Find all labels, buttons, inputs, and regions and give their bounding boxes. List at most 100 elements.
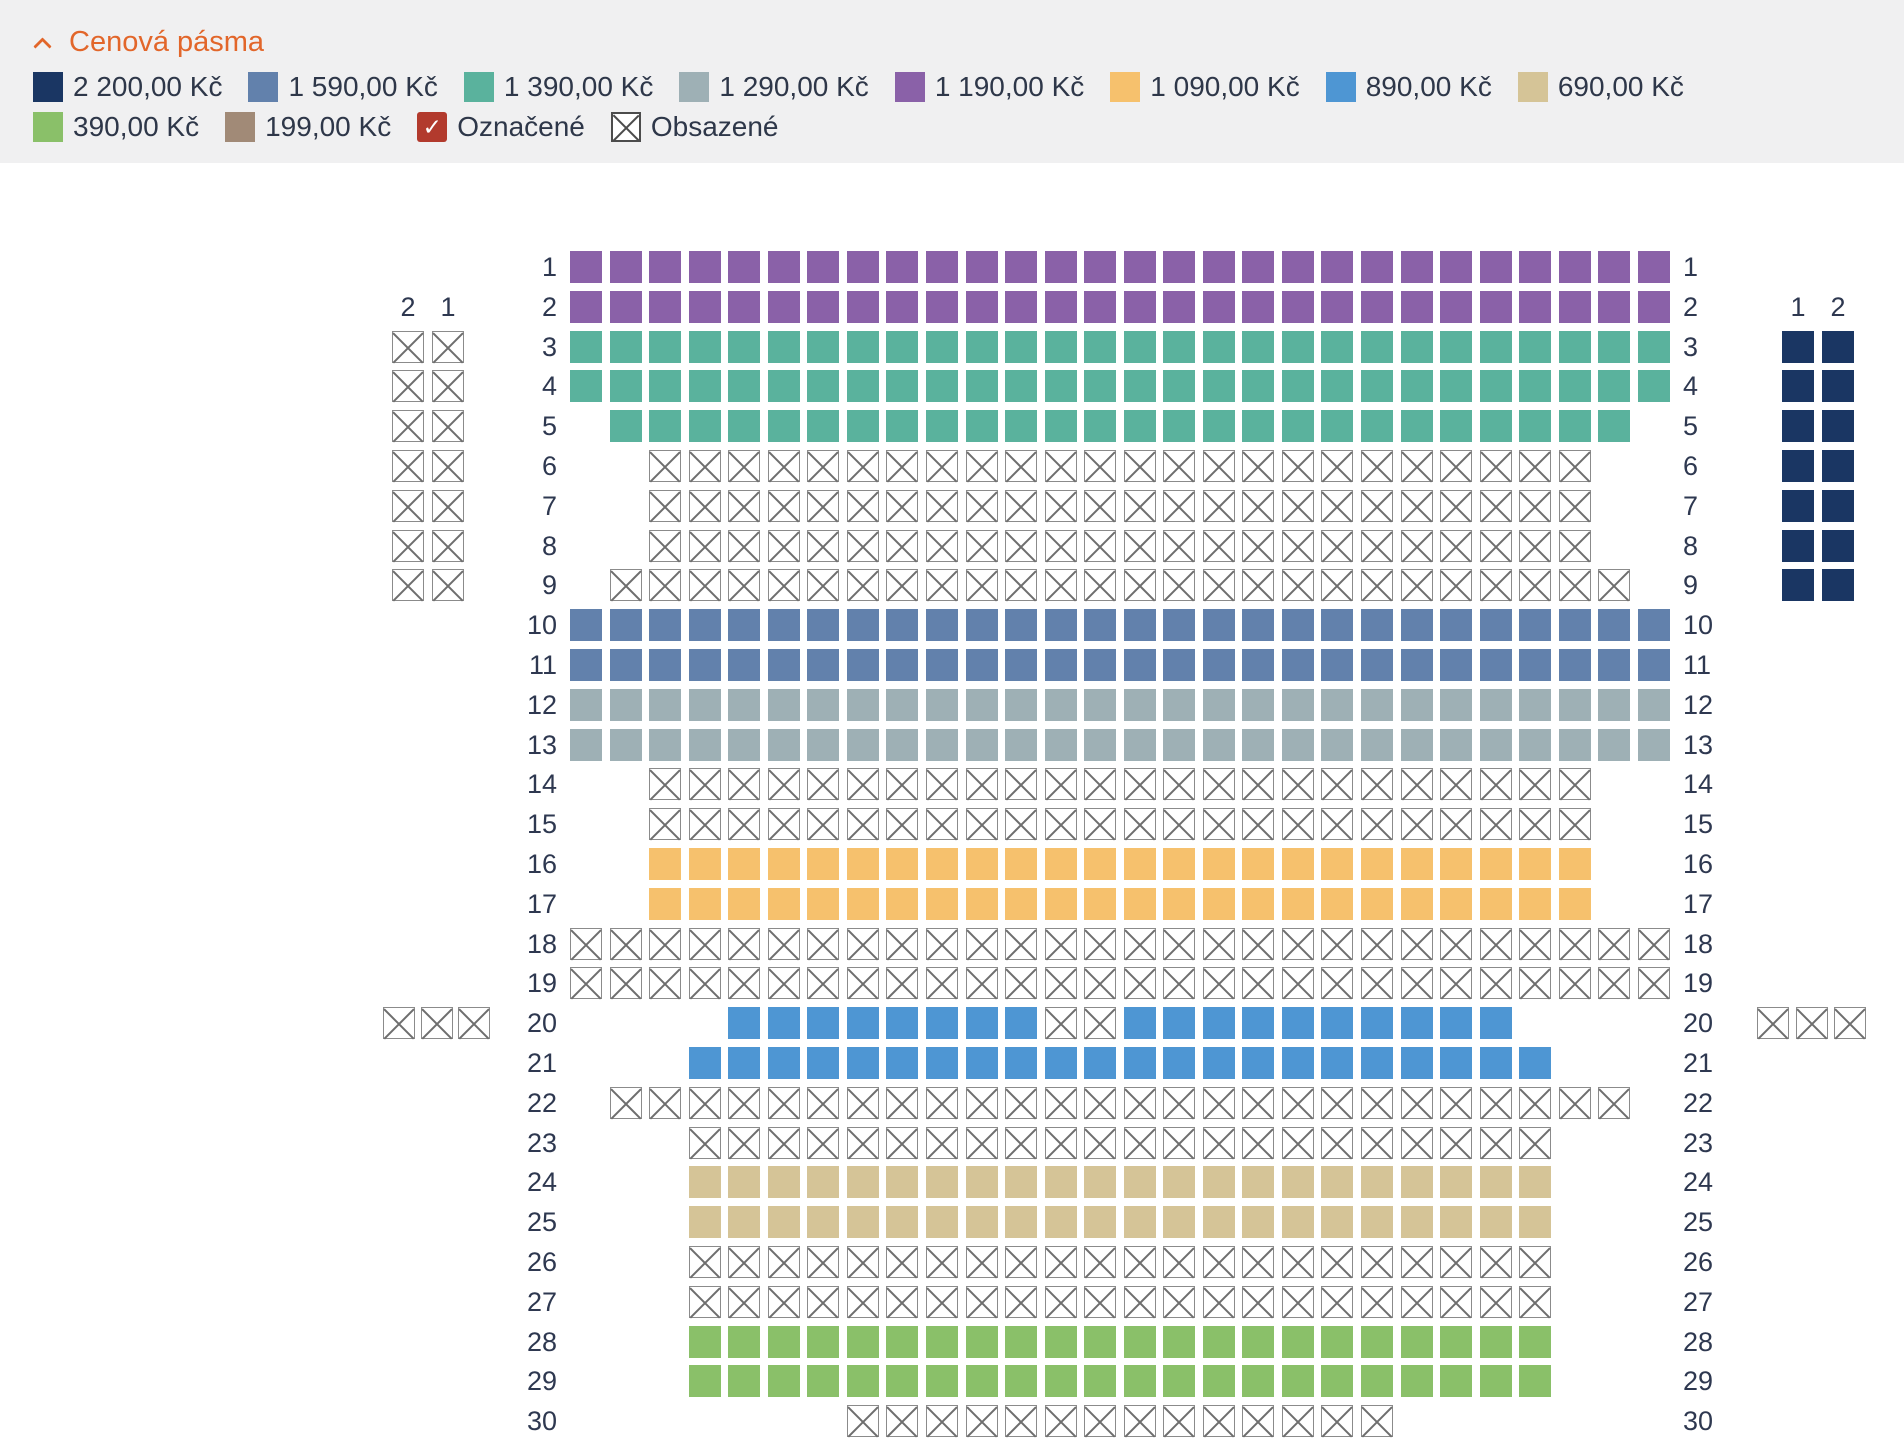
seat-available[interactable]: [1242, 290, 1275, 323]
seat-available[interactable]: [1202, 1325, 1235, 1358]
seat-available[interactable]: [1321, 251, 1354, 283]
seat-available[interactable]: [688, 1325, 721, 1358]
seat-available[interactable]: [925, 290, 958, 323]
seat-available[interactable]: [767, 887, 800, 920]
seat-available[interactable]: [1202, 330, 1235, 363]
seat-available[interactable]: [1519, 688, 1552, 721]
seat-available[interactable]: [807, 887, 840, 920]
seat-available[interactable]: [688, 251, 721, 283]
seat-available[interactable]: [570, 728, 602, 761]
seat-available[interactable]: [1163, 887, 1196, 920]
seat-available[interactable]: [570, 290, 602, 323]
seat-available[interactable]: [1005, 848, 1038, 880]
seat-available[interactable]: [767, 370, 800, 403]
seat-available[interactable]: [649, 649, 682, 681]
seat-available[interactable]: [1321, 1365, 1354, 1398]
seat-available[interactable]: [1005, 1365, 1038, 1398]
seat-available[interactable]: [1242, 251, 1275, 283]
seat-available[interactable]: [688, 649, 721, 681]
seat-available[interactable]: [1281, 688, 1314, 721]
seat-available[interactable]: [846, 1007, 879, 1040]
seat-available[interactable]: [1361, 1365, 1393, 1398]
seat-available[interactable]: [649, 688, 682, 721]
seat-available[interactable]: [649, 330, 682, 363]
seat-available[interactable]: [1202, 848, 1235, 880]
seat-available[interactable]: [1123, 251, 1156, 283]
seat-available[interactable]: [1361, 1166, 1393, 1199]
seat-available[interactable]: [1202, 688, 1235, 721]
seat-available[interactable]: [886, 1007, 919, 1040]
seat-available[interactable]: [1005, 1206, 1038, 1239]
seat-available[interactable]: [1440, 848, 1473, 880]
seat-available[interactable]: [1281, 251, 1314, 283]
seat-available[interactable]: [1558, 728, 1591, 761]
seat-available[interactable]: [767, 330, 800, 363]
seat-available[interactable]: [1242, 887, 1275, 920]
seat-available[interactable]: [846, 688, 879, 721]
seat-available[interactable]: [1163, 1166, 1196, 1199]
seat-available[interactable]: [807, 290, 840, 323]
seat-available[interactable]: [1598, 688, 1631, 721]
seat-available[interactable]: [1281, 330, 1314, 363]
seat-available[interactable]: [1519, 251, 1552, 283]
seat-available[interactable]: [1479, 649, 1512, 681]
seat-available[interactable]: [1242, 1365, 1275, 1398]
seat-available[interactable]: [1202, 728, 1235, 761]
seat-available[interactable]: [965, 1325, 998, 1358]
seat-available[interactable]: [1084, 1206, 1117, 1239]
seat-available[interactable]: [1400, 887, 1433, 920]
seat-available[interactable]: [1782, 330, 1814, 363]
seat-available[interactable]: [1321, 330, 1354, 363]
seat-available[interactable]: [1400, 1325, 1433, 1358]
seat-available[interactable]: [1361, 649, 1393, 681]
seat-available[interactable]: [1281, 1047, 1314, 1079]
seat-available[interactable]: [1479, 1166, 1512, 1199]
seat-available[interactable]: [1163, 370, 1196, 403]
seat-available[interactable]: [925, 370, 958, 403]
seat-available[interactable]: [1558, 290, 1591, 323]
seat-available[interactable]: [1281, 609, 1314, 642]
seat-available[interactable]: [1822, 410, 1854, 443]
seat-available[interactable]: [886, 848, 919, 880]
seat-available[interactable]: [1281, 1206, 1314, 1239]
seat-available[interactable]: [846, 251, 879, 283]
seat-available[interactable]: [1044, 1325, 1077, 1358]
seat-available[interactable]: [1479, 728, 1512, 761]
seat-available[interactable]: [1202, 649, 1235, 681]
seat-available[interactable]: [1321, 848, 1354, 880]
seat-available[interactable]: [767, 290, 800, 323]
seat-available[interactable]: [1598, 649, 1631, 681]
seat-available[interactable]: [1558, 370, 1591, 403]
seat-available[interactable]: [570, 688, 602, 721]
seat-available[interactable]: [965, 609, 998, 642]
seat-available[interactable]: [1400, 848, 1433, 880]
seat-available[interactable]: [1084, 649, 1117, 681]
seat-available[interactable]: [1202, 1166, 1235, 1199]
seat-available[interactable]: [1123, 1007, 1156, 1040]
seat-available[interactable]: [767, 728, 800, 761]
seat-available[interactable]: [1281, 848, 1314, 880]
seat-available[interactable]: [1281, 1365, 1314, 1398]
seat-available[interactable]: [1321, 1047, 1354, 1079]
legend-collapse-toggle[interactable]: Cenová pásma: [33, 26, 1874, 59]
seat-available[interactable]: [807, 1166, 840, 1199]
seat-available[interactable]: [846, 1166, 879, 1199]
seat-available[interactable]: [1361, 887, 1393, 920]
seat-available[interactable]: [1361, 1325, 1393, 1358]
seat-available[interactable]: [1822, 489, 1854, 522]
seat-available[interactable]: [688, 1166, 721, 1199]
seat-available[interactable]: [1479, 887, 1512, 920]
seat-available[interactable]: [1440, 649, 1473, 681]
seat-available[interactable]: [1598, 251, 1631, 283]
seat-available[interactable]: [965, 410, 998, 443]
seat-available[interactable]: [1440, 1047, 1473, 1079]
seat-available[interactable]: [1440, 1007, 1473, 1040]
seat-available[interactable]: [1479, 1206, 1512, 1239]
seat-available[interactable]: [1637, 728, 1670, 761]
seat-available[interactable]: [965, 251, 998, 283]
seat-available[interactable]: [925, 1365, 958, 1398]
seat-available[interactable]: [688, 1365, 721, 1398]
seat-available[interactable]: [965, 290, 998, 323]
seat-available[interactable]: [1084, 1166, 1117, 1199]
seat-available[interactable]: [1519, 410, 1552, 443]
